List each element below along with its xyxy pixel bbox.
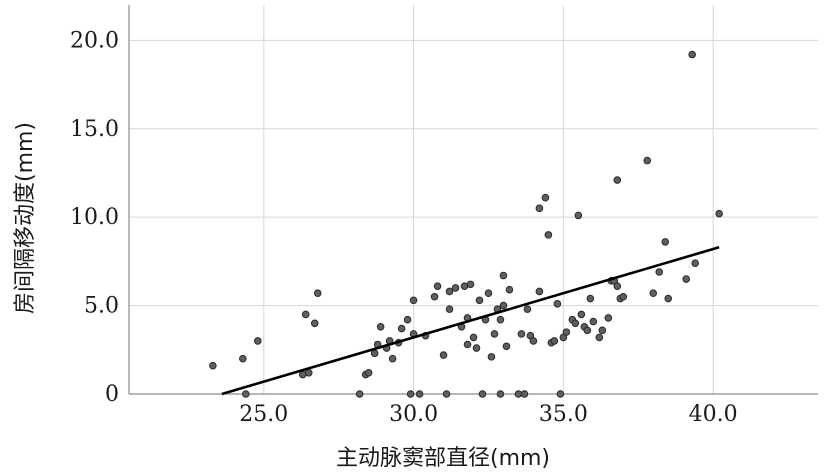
- data-point: [490, 330, 499, 338]
- x-tick-label: 25.0: [239, 402, 288, 427]
- data-point: [376, 323, 385, 331]
- data-point: [409, 296, 418, 305]
- tick-labels: 25.0 30.0 35.0 40.0 0 5.0 10.0 15.0 20.0: [70, 28, 738, 427]
- data-point: [466, 280, 475, 289]
- data-point: [649, 289, 658, 298]
- data-point: [242, 390, 250, 398]
- data-point: [661, 238, 670, 246]
- data-point: [502, 342, 511, 351]
- data-point: [598, 326, 607, 335]
- data-point: [715, 209, 723, 218]
- fit-line: [221, 245, 720, 396]
- y-tick-label: 5.0: [84, 294, 119, 319]
- data-point: [406, 390, 415, 398]
- gridlines: [129, 5, 818, 394]
- data-point: [517, 330, 526, 338]
- data-points: [209, 50, 723, 398]
- data-point: [589, 317, 598, 326]
- data-point: [523, 305, 532, 313]
- data-point: [619, 292, 628, 301]
- data-point: [209, 361, 217, 370]
- data-point: [577, 310, 586, 319]
- data-point: [613, 176, 622, 184]
- data-point: [541, 193, 550, 202]
- data-point: [688, 50, 696, 59]
- data-point: [664, 294, 673, 303]
- x-tick-label: 40.0: [689, 402, 738, 427]
- x-tick-label: 30.0: [389, 402, 438, 427]
- data-point: [442, 390, 451, 398]
- data-point: [553, 300, 562, 308]
- data-point: [613, 282, 622, 290]
- data-point: [520, 390, 529, 398]
- data-point: [535, 287, 544, 296]
- data-point: [505, 285, 514, 294]
- data-point: [556, 390, 565, 398]
- data-point: [439, 351, 448, 359]
- data-point: [310, 319, 319, 328]
- data-point: [655, 268, 664, 276]
- data-point: [370, 349, 379, 358]
- data-point: [691, 259, 699, 267]
- data-point: [472, 344, 481, 352]
- data-point: [304, 368, 313, 377]
- data-point: [499, 301, 508, 310]
- data-point: [239, 354, 247, 363]
- data-point: [487, 353, 496, 361]
- data-point: [388, 354, 397, 363]
- data-point: [496, 315, 505, 324]
- data-point: [478, 390, 487, 398]
- data-point: [484, 289, 493, 298]
- fit-line-group: [221, 245, 720, 396]
- data-point: [499, 271, 508, 280]
- data-point: [355, 390, 364, 398]
- data-point: [682, 275, 690, 283]
- data-point: [469, 333, 478, 342]
- data-point: [535, 204, 544, 213]
- y-axis-title: 房间隔移动度(mm): [13, 122, 38, 314]
- data-point: [571, 319, 580, 328]
- data-point: [433, 282, 442, 290]
- data-point: [544, 231, 553, 239]
- data-point: [451, 284, 460, 292]
- data-point: [595, 333, 604, 342]
- data-point: [574, 211, 583, 220]
- data-point: [364, 368, 373, 377]
- data-point: [254, 337, 262, 345]
- data-point: [643, 156, 652, 165]
- data-point: [496, 390, 505, 398]
- y-tick-label: 20.0: [70, 28, 119, 53]
- y-tick-label: 15.0: [70, 117, 119, 142]
- data-point: [529, 337, 538, 345]
- data-point: [463, 340, 472, 349]
- data-point: [430, 292, 439, 301]
- x-axis-title: 主动脉窦部直径(mm): [336, 446, 550, 471]
- data-point: [604, 314, 613, 322]
- data-point: [313, 289, 322, 298]
- data-point: [562, 328, 571, 336]
- data-point: [445, 287, 454, 296]
- data-point: [445, 305, 454, 313]
- data-point: [586, 294, 595, 303]
- data-point: [475, 296, 484, 305]
- y-tick-label: 0: [105, 382, 119, 407]
- x-tick-label: 35.0: [539, 402, 588, 427]
- data-point: [301, 310, 310, 319]
- data-point: [397, 324, 406, 333]
- data-point: [403, 315, 412, 324]
- y-tick-label: 10.0: [70, 205, 119, 230]
- data-point: [583, 326, 592, 335]
- data-point: [415, 390, 424, 398]
- data-point: [550, 337, 559, 345]
